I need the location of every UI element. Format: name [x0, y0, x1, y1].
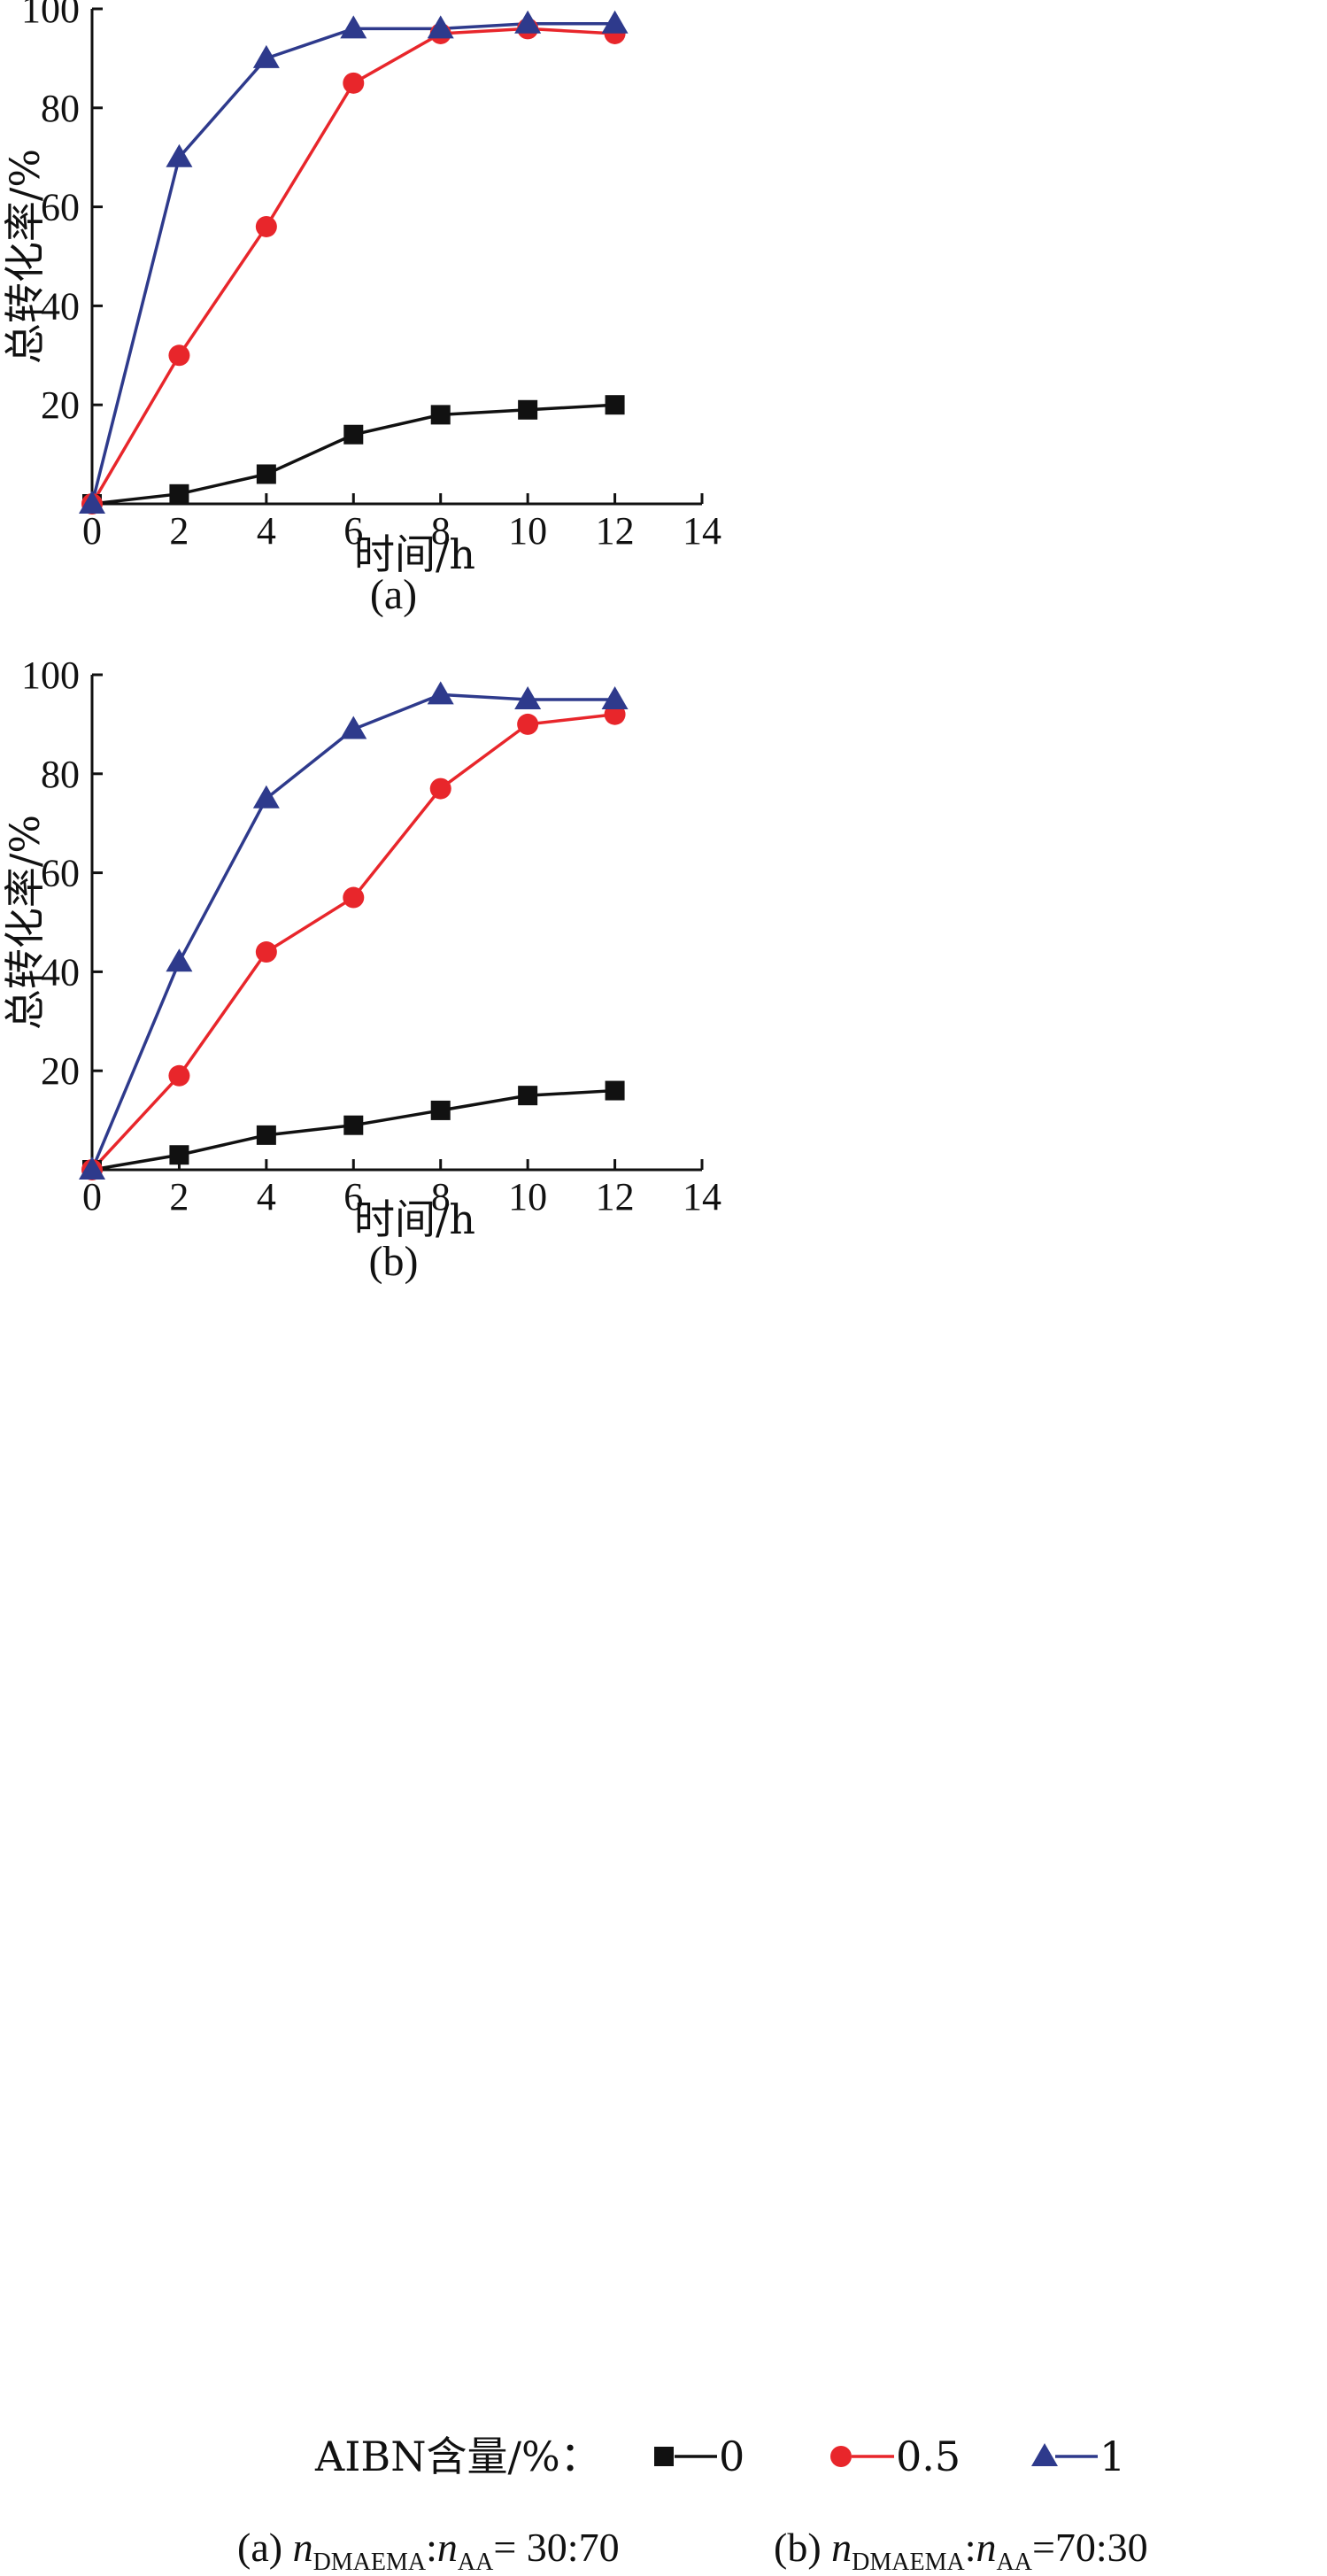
- chart-panel-a: 0 2 4 6 8 10 12 14 20 40 60 80 100 时间/h 总转化率/% (a): [1, 0, 721, 618]
- x-tick-label: 8: [431, 509, 451, 553]
- data-point-0: [343, 424, 364, 445]
- y-tick-label: 40: [41, 284, 80, 328]
- legend-label-0.5: 0.5: [896, 2433, 961, 2480]
- data-point-1: [340, 716, 367, 739]
- y-tick-label: 20: [41, 383, 80, 427]
- caption-b: (b) nDMAEMA:nAA=70:30: [774, 2525, 1148, 2576]
- x-tick-label: 2: [169, 509, 189, 553]
- x-tick-label: 0: [82, 1175, 102, 1218]
- y-tick-label: 80: [41, 87, 80, 130]
- legend: AIBN含量/%： 0 0.5 1: [314, 2433, 1125, 2480]
- data-point-0.5: [255, 215, 277, 237]
- y-tick-label: 80: [41, 753, 80, 796]
- x-tick-label: 4: [257, 509, 276, 553]
- x-tick-label: 10: [508, 509, 547, 553]
- data-point-0.5: [517, 713, 539, 735]
- data-point-0: [256, 464, 276, 484]
- data-point-0: [518, 1086, 538, 1106]
- data-point-0: [343, 1115, 364, 1135]
- x-tick-label: 6: [343, 1175, 363, 1218]
- x-tick-label: 14: [683, 509, 721, 553]
- data-point-0.5: [168, 344, 190, 367]
- data-point-1: [601, 10, 629, 34]
- data-point-0.5: [429, 777, 451, 800]
- legend-label-0: 0: [719, 2433, 745, 2480]
- data-point-1: [514, 10, 542, 34]
- panel-label: (b): [369, 1238, 419, 1285]
- caption-a: (a) nDMAEMA:nAA= 30:70: [237, 2525, 620, 2576]
- y-tick-label: 60: [41, 852, 80, 895]
- data-point-1: [252, 785, 280, 808]
- y-tick-label: 40: [41, 950, 80, 994]
- data-point-1: [166, 143, 193, 167]
- x-tick-label: 6: [343, 509, 363, 553]
- data-point-0.5: [343, 886, 365, 909]
- y-axis-title: 总转化率/%: [1, 815, 49, 1030]
- data-point-0.5: [168, 1064, 190, 1087]
- legend-marker-0: [654, 2447, 674, 2466]
- y-tick-label: 100: [21, 0, 80, 31]
- x-tick-label: 0: [82, 509, 102, 553]
- x-tick-label: 10: [508, 1175, 547, 1218]
- y-axis-title: 总转化率/%: [1, 149, 49, 364]
- data-point-0.5: [255, 941, 277, 963]
- y-tick-label: 100: [21, 654, 80, 697]
- legend-marker-0.5: [830, 2446, 852, 2467]
- data-point-1: [166, 948, 193, 972]
- legend-title: AIBN含量/%：: [314, 2433, 601, 2480]
- data-point-1: [340, 15, 367, 39]
- data-point-0: [605, 1080, 625, 1101]
- figure-caption: (a) nDMAEMA:nAA= 30:70 (b) nDMAEMA:nAA=7…: [237, 2525, 1148, 2576]
- x-tick-label: 4: [257, 1175, 276, 1218]
- data-point-0: [256, 1125, 276, 1145]
- legend-label-1: 1: [1099, 2433, 1125, 2480]
- x-tick-label: 14: [683, 1175, 721, 1218]
- data-point-1: [252, 44, 280, 68]
- data-point-0.5: [343, 72, 365, 94]
- data-point-1: [427, 681, 454, 705]
- data-point-0: [169, 1145, 189, 1165]
- data-point-1: [514, 685, 542, 709]
- data-point-0: [518, 399, 538, 420]
- x-tick-label: 2: [169, 1175, 189, 1218]
- legend-marker-1: [1031, 2443, 1058, 2466]
- data-point-1: [79, 491, 105, 514]
- panel-label: (a): [370, 571, 417, 618]
- data-point-1: [601, 685, 629, 709]
- y-tick-label: 60: [41, 186, 80, 229]
- x-axis-title: 时间/h: [354, 530, 475, 578]
- data-point-0: [605, 395, 625, 415]
- x-tick-label: 8: [431, 1175, 451, 1218]
- data-point-0: [430, 1100, 451, 1120]
- data-point-1: [79, 1156, 105, 1180]
- x-tick-label: 12: [596, 509, 635, 553]
- data-point-0: [169, 483, 189, 504]
- data-point-0: [430, 405, 451, 425]
- data-point-1: [427, 15, 454, 39]
- x-tick-label: 12: [596, 1175, 635, 1218]
- chart-panel-b: 0 2 4 6 8 10 12 14 20 40 60 80 100 时间/h 总转化率/% (b): [1, 654, 721, 1285]
- y-tick-label: 20: [41, 1049, 80, 1093]
- x-axis-title: 时间/h: [354, 1195, 475, 1243]
